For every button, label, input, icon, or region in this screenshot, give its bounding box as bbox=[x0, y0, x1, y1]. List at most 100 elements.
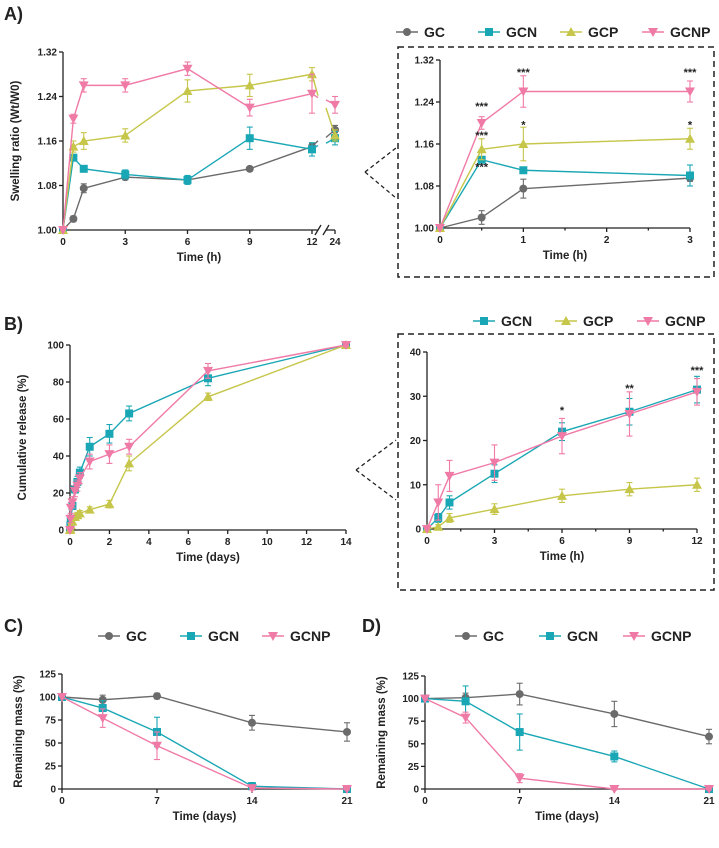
zoom-connector-a bbox=[364, 147, 397, 199]
data-point-gcnp bbox=[330, 100, 340, 110]
legend-marker-gcn bbox=[480, 317, 488, 325]
data-point-gcp bbox=[104, 499, 115, 509]
y-tick-label: 20 bbox=[410, 436, 422, 447]
data-point-gcnp bbox=[514, 774, 525, 784]
data-point-gcnp bbox=[489, 458, 500, 468]
data-point-gcn bbox=[445, 498, 454, 507]
x-tick-label: 3 bbox=[687, 235, 693, 246]
legend-marker-gc bbox=[105, 632, 113, 640]
x-tick-label: 12 bbox=[306, 237, 318, 248]
inset-a-frame bbox=[397, 46, 715, 278]
data-point-gcn bbox=[515, 728, 524, 737]
y-axis-label: Cumulative release (%) bbox=[17, 374, 29, 500]
data-point-gcnp bbox=[78, 81, 89, 91]
data-point-gc bbox=[69, 214, 78, 223]
data-point-gcnp bbox=[244, 103, 255, 113]
data-point-gcnp bbox=[518, 87, 529, 97]
significance-marker: ** bbox=[625, 383, 634, 395]
data-point-gcn bbox=[519, 166, 528, 175]
series-gc bbox=[59, 124, 339, 234]
series-gc bbox=[436, 174, 694, 232]
x-tick-label: 8 bbox=[225, 537, 231, 548]
x-tick-label: 1 bbox=[521, 235, 527, 246]
series-gc bbox=[421, 682, 713, 745]
axis-break-mark-1 bbox=[322, 224, 330, 236]
data-point-gcnp bbox=[557, 432, 567, 442]
y-axis-label: Swelling ratio (Wt/W0) bbox=[10, 80, 22, 201]
data-point-gcnp bbox=[152, 741, 162, 751]
y-tick-label: 1.16 bbox=[415, 140, 435, 151]
x-tick-label: 0 bbox=[424, 536, 430, 547]
data-point-gcp bbox=[78, 136, 89, 145]
data-point-gcn bbox=[686, 171, 694, 180]
data-point-gcnp bbox=[203, 366, 213, 376]
data-point-gc bbox=[245, 164, 254, 173]
data-point-gcnp bbox=[57, 693, 67, 702]
series-gcnp bbox=[65, 341, 351, 535]
legend-marker-gcnp bbox=[629, 632, 639, 641]
data-point-gcnp bbox=[84, 457, 95, 467]
significance-marker: * bbox=[560, 405, 565, 417]
x-tick-label: 14 bbox=[340, 537, 352, 548]
data-point-gcp bbox=[120, 130, 131, 140]
legend-marker-gc bbox=[462, 632, 470, 640]
y-tick-label: 30 bbox=[410, 392, 422, 403]
x-tick-label: 12 bbox=[691, 536, 703, 547]
data-point-gcnp bbox=[460, 713, 471, 723]
y-tick-label: 0 bbox=[415, 525, 421, 536]
series-gcnp bbox=[420, 694, 714, 794]
y-tick-label: 50 bbox=[408, 739, 420, 750]
y-tick-label: 50 bbox=[45, 739, 57, 750]
data-point-gc bbox=[79, 184, 88, 193]
legend-label-gcnp: GCNP bbox=[670, 24, 710, 40]
x-axis-label: Time (h) bbox=[540, 551, 585, 563]
y-tick-label: 1.24 bbox=[38, 92, 58, 103]
y-tick-label: 1.32 bbox=[38, 48, 58, 59]
x-tick-label: 2 bbox=[107, 537, 113, 548]
series-line-tail bbox=[325, 107, 336, 136]
x-tick-label: 3 bbox=[492, 536, 498, 547]
chart-b-main: 0 20 40 60 80 100 0 2 4 6 8 10 12 14 Time (days) Cumula… bbox=[17, 340, 352, 564]
series-gcn bbox=[421, 685, 713, 793]
panel-a-label: A) bbox=[4, 4, 23, 24]
data-point-gcp bbox=[692, 479, 702, 489]
legend-marker-gcp bbox=[561, 316, 571, 325]
data-point-gcnp bbox=[104, 450, 115, 460]
data-point-gcp bbox=[557, 490, 567, 500]
significance-marker: * bbox=[521, 119, 526, 131]
series-gcnp bbox=[422, 377, 702, 534]
data-point-gcp bbox=[182, 85, 193, 95]
y-tick-label: 40 bbox=[53, 452, 65, 463]
data-point-gcp bbox=[489, 504, 500, 514]
data-point-gcp bbox=[244, 80, 255, 90]
legend-label-gcp: GCP bbox=[583, 313, 613, 329]
data-point-gcn bbox=[105, 429, 114, 438]
data-point-gc bbox=[98, 695, 107, 704]
data-point-gcnp bbox=[182, 64, 193, 74]
x-axis-label: Time (h) bbox=[543, 250, 588, 262]
x-tick-label: 3 bbox=[122, 237, 128, 248]
data-point-gcnp bbox=[97, 714, 108, 724]
legend: GCN GCP GCNP bbox=[473, 313, 705, 329]
data-point-gcnp bbox=[704, 785, 714, 794]
data-point-gcp bbox=[330, 130, 340, 140]
x-axis-label: Time (days) bbox=[535, 811, 599, 823]
series-line bbox=[62, 145, 313, 231]
data-point-gcnp bbox=[307, 89, 317, 99]
legend-label-gcn: GCN bbox=[208, 628, 239, 644]
series-gcn bbox=[423, 375, 701, 533]
data-point-gcn bbox=[610, 752, 619, 761]
data-point-gcp bbox=[518, 139, 529, 148]
chart-c: 0 25 50 75 100 125 0 7 14 21 Time (days) Remaining … bbox=[13, 670, 353, 824]
data-point-gcnp bbox=[433, 498, 444, 508]
data-point-gcp bbox=[433, 521, 444, 531]
panel-d-label: D) bbox=[362, 616, 381, 636]
data-point-gcn bbox=[121, 170, 130, 179]
data-point-gcnp bbox=[247, 784, 257, 794]
zoom-connector-b bbox=[355, 439, 397, 501]
data-point-gcn bbox=[461, 697, 470, 706]
data-point-gcnp bbox=[420, 694, 430, 704]
y-tick-label: 0 bbox=[413, 785, 419, 796]
